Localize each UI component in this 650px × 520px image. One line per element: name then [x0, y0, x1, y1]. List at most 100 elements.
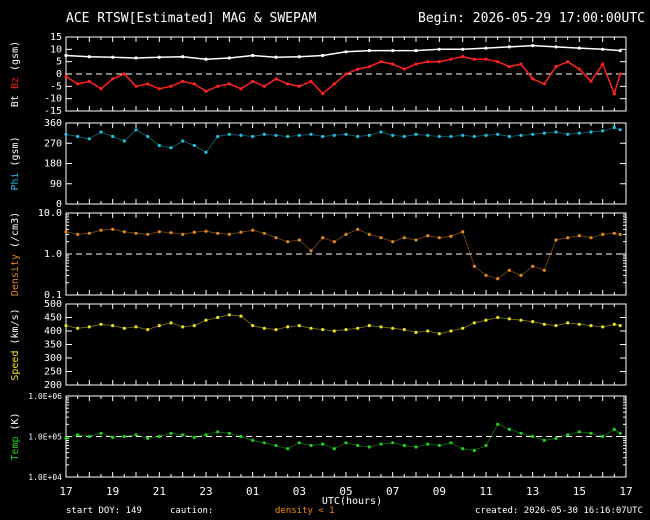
data-point-phi: [251, 134, 255, 139]
data-point-density: [472, 264, 476, 268]
data-point-speed: [99, 322, 103, 326]
data-point-bt: [577, 46, 581, 50]
data-point-density: [321, 236, 325, 240]
data-point-density: [449, 234, 453, 238]
xtick-label: 07: [386, 485, 399, 498]
data-point-density: [309, 249, 313, 253]
data-point-temp: [437, 443, 441, 448]
data-point-density: [461, 230, 465, 234]
ylabel-part: (/cm3): [10, 212, 21, 254]
data-point-speed: [507, 317, 511, 321]
data-point-speed: [262, 326, 266, 330]
data-point-speed: [297, 324, 301, 328]
start-doy: start DOY: 149: [66, 506, 142, 516]
data-point-speed: [181, 325, 185, 329]
data-point-bt: [251, 53, 255, 58]
series-line-phi: [65, 127, 621, 153]
data-point-phi: [87, 137, 91, 141]
data-point-temp: [111, 435, 115, 439]
data-point-bt: [181, 55, 185, 59]
data-point-speed: [414, 330, 418, 334]
data-point-density: [379, 236, 383, 240]
data-point-density: [484, 273, 488, 277]
data-point-temp: [134, 433, 138, 437]
data-point-density: [618, 232, 622, 236]
data-point-phi: [449, 134, 453, 139]
data-point-phi: [461, 133, 465, 137]
ylabel-speed: Speed (km/s): [10, 308, 21, 380]
data-point-temp: [391, 441, 395, 445]
data-point-phi: [414, 132, 418, 136]
ylabel-part: (gsm): [10, 136, 21, 172]
data-point-bz: [391, 62, 395, 66]
data-point-density: [262, 231, 266, 235]
ytick-label-density: 10.0: [38, 208, 62, 219]
data-point-speed: [577, 322, 581, 326]
data-point-density: [286, 240, 290, 244]
data-point-temp: [554, 436, 558, 440]
data-point-temp: [239, 434, 243, 439]
data-point-temp: [519, 431, 523, 435]
data-point-bz: [122, 72, 126, 76]
data-point-density: [111, 227, 115, 231]
plot-title: ACE RTSW[Estimated] MAG & SWEPAM: [66, 11, 317, 26]
ylabel-part: Bz: [10, 77, 21, 95]
data-point-speed: [157, 324, 161, 328]
data-point-phi: [76, 134, 80, 139]
data-point-bz: [356, 67, 360, 71]
data-point-bz: [519, 62, 523, 66]
data-point-bt: [531, 44, 535, 48]
data-point-bt: [507, 45, 511, 49]
data-point-speed: [227, 313, 231, 317]
data-point-speed: [484, 318, 488, 322]
data-point-bz: [227, 82, 231, 86]
ylabel-part: Bt: [10, 95, 21, 107]
data-point-temp: [601, 434, 605, 439]
data-point-speed: [391, 326, 395, 330]
data-point-bz: [402, 67, 406, 71]
data-point-density: [391, 240, 395, 244]
data-point-temp: [309, 443, 313, 448]
created-timestamp: created: 2026-05-30 16:16:07UTC: [475, 506, 643, 516]
ytick-label-speed: 300: [44, 353, 62, 364]
data-point-phi: [227, 132, 231, 136]
data-point-phi: [618, 128, 622, 132]
data-point-speed: [192, 324, 196, 328]
data-point-bt: [111, 55, 115, 59]
series-line-bt: [65, 44, 621, 60]
data-point-speed: [321, 328, 325, 332]
data-point-density: [192, 230, 196, 234]
data-point-speed: [554, 324, 558, 328]
data-point-speed: [379, 325, 383, 329]
data-point-temp: [251, 438, 255, 442]
data-point-temp: [321, 442, 325, 446]
data-point-density: [612, 231, 616, 235]
data-point-bt: [367, 49, 371, 53]
data-point-bz: [87, 79, 91, 83]
data-point-temp: [461, 447, 465, 451]
data-point-temp: [577, 430, 581, 434]
data-point-temp: [332, 447, 336, 451]
data-point-speed: [612, 322, 616, 326]
data-point-bz: [566, 60, 570, 64]
data-point-density: [601, 232, 605, 236]
data-point-phi: [566, 132, 570, 136]
data-point-temp: [542, 438, 546, 442]
begin-timestamp: Begin: 2026-05-29 17:00:00UTC: [418, 11, 645, 26]
ytick-label-mag: 10: [50, 44, 62, 55]
ytick-label-speed: 500: [44, 299, 62, 310]
data-point-phi: [612, 125, 616, 130]
data-point-phi: [367, 133, 371, 137]
data-point-speed: [122, 326, 126, 330]
data-point-temp: [402, 443, 406, 448]
data-point-bt: [414, 49, 418, 53]
xtick-label: 13: [526, 485, 539, 498]
data-point-temp: [507, 427, 511, 431]
xtick-label: 01: [246, 485, 259, 498]
data-point-density: [566, 236, 570, 240]
data-point-bt: [344, 50, 348, 54]
data-point-temp: [181, 433, 185, 437]
data-point-temp: [449, 441, 453, 445]
data-point-phi: [472, 134, 476, 139]
data-point-temp: [64, 436, 68, 440]
